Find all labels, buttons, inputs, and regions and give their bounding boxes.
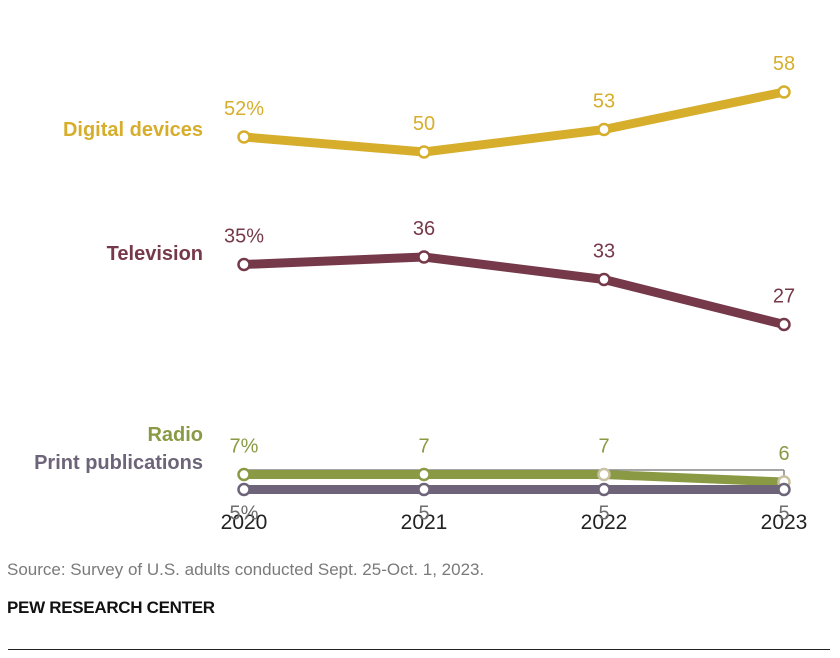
x-tick-label: 2021 [401,511,448,534]
data-point [417,250,431,264]
data-point [777,482,791,497]
data-point [417,467,431,482]
data-label: 35% [224,226,264,248]
x-tick-label: 2020 [221,511,268,534]
data-point [597,467,611,482]
data-label: 7% [230,436,259,458]
data-label: 33 [593,241,615,263]
series-name-label: Print publications [34,452,203,474]
data-point [237,467,251,482]
data-point [237,482,251,497]
footer-divider [8,649,830,650]
data-point [417,482,431,497]
data-label: 5 [598,503,609,525]
data-point [777,317,791,332]
data-label: 5 [418,503,429,525]
data-label: 53 [593,91,615,113]
series-line [239,252,789,329]
data-label: 58 [773,53,795,75]
data-label: 27 [773,286,795,308]
data-label: 36 [413,218,435,240]
series-line [239,87,789,157]
data-label: 6 [778,443,789,465]
data-point [237,130,251,144]
data-point [237,257,251,272]
data-point [417,145,431,159]
data-label: 7 [598,436,609,458]
source-note: Source: Survey of U.S. adults conducted … [7,560,485,579]
series-line [239,470,789,487]
brand-name: PEW RESEARCH CENTER [7,598,215,617]
data-point [597,482,611,497]
series-name-label: Television [107,243,203,265]
data-label: 5% [230,503,259,525]
data-label: 7 [418,436,429,458]
x-tick-label: 2022 [581,511,628,534]
data-point [597,122,611,137]
data-point [597,272,611,287]
x-tick-label: 2023 [761,511,808,534]
series-name-label: Digital devices [63,119,203,141]
data-label: 5 [778,503,789,525]
line-chart: 2020 2021 2022 2023 52% 50 53 58 Digital device… [34,53,808,534]
data-label: 50 [413,113,435,135]
data-point [777,85,791,99]
data-label: 52% [224,98,264,120]
series-name-label: Radio [147,424,203,446]
